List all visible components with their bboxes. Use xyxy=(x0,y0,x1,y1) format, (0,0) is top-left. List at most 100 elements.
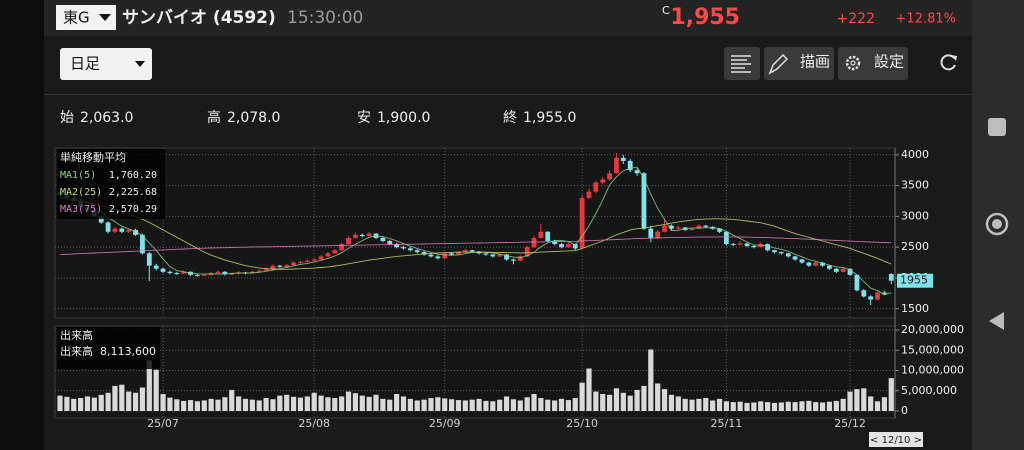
moving-average-line xyxy=(59,197,892,270)
volume-bar xyxy=(572,398,578,411)
volume-bar xyxy=(469,399,475,411)
period: 日足 xyxy=(70,55,100,73)
volume-bar xyxy=(682,398,688,411)
volume-bar xyxy=(565,400,571,411)
candle-body xyxy=(600,179,606,183)
x-tick-label: 25/09 xyxy=(429,417,461,430)
candle-body xyxy=(263,268,269,271)
candle-body xyxy=(442,253,448,259)
volume-bar xyxy=(620,392,626,411)
candle-body xyxy=(140,234,145,254)
volume-bar xyxy=(785,401,791,411)
volume-bar xyxy=(290,396,297,411)
ma-legend-box xyxy=(57,149,165,219)
y-tick-label: 10,000,000 xyxy=(901,364,964,377)
candle-body xyxy=(689,228,695,230)
y-tick-label: 3000 xyxy=(901,209,929,222)
y-tick-label: 3500 xyxy=(901,179,929,192)
candle-body xyxy=(648,228,654,238)
volume-bar xyxy=(400,396,407,411)
candle-body xyxy=(346,237,351,245)
candle-body xyxy=(414,250,420,253)
candle-body xyxy=(778,252,784,254)
volume-title: 出来高 xyxy=(60,328,93,342)
volume-bar xyxy=(538,398,544,411)
summary-value: 2,078.0 xyxy=(227,110,280,126)
candle-body xyxy=(827,265,832,269)
candle-body xyxy=(298,261,303,263)
volume-bar xyxy=(840,398,846,411)
volume-bar xyxy=(126,391,132,411)
candle-body xyxy=(339,244,345,251)
volume-bar xyxy=(710,400,716,411)
volume-bar xyxy=(510,399,517,411)
candle-body xyxy=(394,244,400,248)
volume-bar xyxy=(462,400,468,411)
time: 15:30:00 xyxy=(287,8,363,28)
candle-body xyxy=(98,216,104,223)
change-pct: +12.81% xyxy=(896,12,956,27)
candle-body xyxy=(634,170,640,174)
recent-button[interactable] xyxy=(988,118,1006,136)
legend-name: MA2(25) xyxy=(60,187,102,198)
volume-bar xyxy=(813,402,819,411)
y-tick-label: 4000 xyxy=(901,148,929,161)
volume-bar xyxy=(737,401,743,411)
chart: 15002000250030003500400005,000,00010,000… xyxy=(54,147,964,447)
volume-bar xyxy=(304,396,310,411)
legend-name: MA1(5) xyxy=(60,170,96,181)
candle-body xyxy=(806,262,812,266)
volume-legend-box xyxy=(57,327,160,369)
volume-bar xyxy=(387,399,393,411)
x-tick-label: 25/11 xyxy=(711,417,743,430)
candle-body xyxy=(586,191,592,198)
volume-bar xyxy=(874,401,881,411)
volume-bar xyxy=(792,402,798,411)
divider xyxy=(44,94,972,95)
volume-bar xyxy=(655,383,661,411)
candle-body xyxy=(751,245,757,248)
candle-body xyxy=(620,157,626,161)
summary-label: 終 xyxy=(503,110,517,126)
candle-body xyxy=(524,247,530,257)
period-select[interactable] xyxy=(60,48,152,80)
candle-body xyxy=(833,268,839,272)
candle-body xyxy=(758,244,764,248)
refresh-icon[interactable] xyxy=(940,54,956,71)
summary-value: 1,900.0 xyxy=(377,110,430,126)
volume-bar xyxy=(71,398,77,411)
volume-bar xyxy=(854,389,860,411)
candle-body xyxy=(380,237,386,242)
volume-bar xyxy=(236,396,242,411)
home-button[interactable] xyxy=(985,212,1009,236)
draw-button[interactable] xyxy=(764,47,834,80)
candle-body xyxy=(847,268,853,275)
candle-body xyxy=(723,231,729,245)
volume-bar xyxy=(215,399,221,411)
y-tick-label: 5,000,000 xyxy=(901,384,957,397)
candle-body xyxy=(277,265,283,267)
settings-label: 設定 xyxy=(874,53,904,71)
candle-body xyxy=(407,248,413,251)
settings-button[interactable] xyxy=(838,47,908,80)
candle-body xyxy=(820,262,825,266)
volume-bar xyxy=(696,398,702,411)
volume-bar xyxy=(181,400,187,411)
candle-body xyxy=(456,252,461,255)
volume-bar xyxy=(242,398,249,411)
volume-bar xyxy=(229,389,235,411)
volume-bar xyxy=(78,398,84,411)
summary-label: 安 xyxy=(357,110,371,126)
candle-body xyxy=(614,157,619,174)
volume-bar xyxy=(421,399,427,411)
back-button[interactable] xyxy=(989,312,1004,330)
price-panel xyxy=(54,147,896,319)
volume-bar xyxy=(613,388,620,411)
volume-bar xyxy=(352,393,359,411)
candle-body xyxy=(359,234,365,237)
volume-bar xyxy=(105,392,111,411)
x-tick-label: 25/10 xyxy=(566,417,598,430)
volume-bar xyxy=(668,394,675,411)
candle-body xyxy=(559,244,564,248)
candle-body xyxy=(353,234,358,238)
